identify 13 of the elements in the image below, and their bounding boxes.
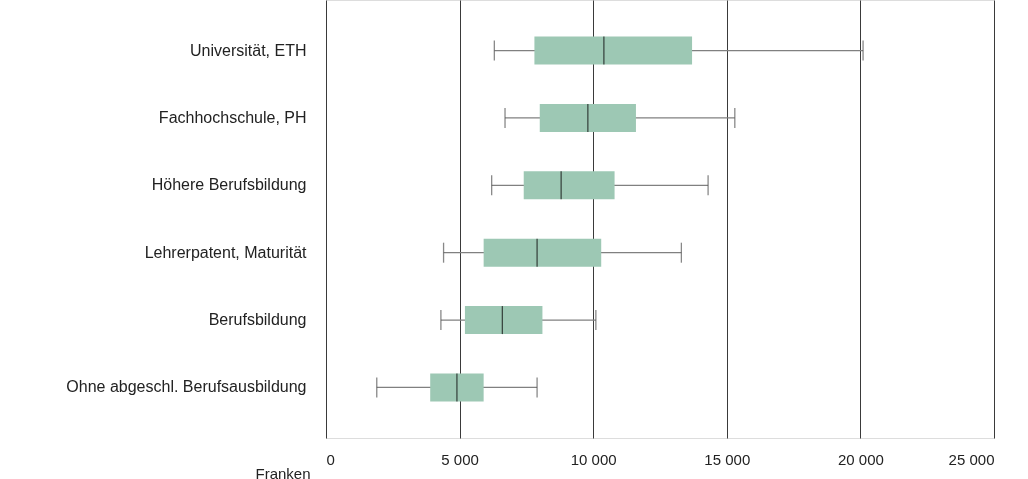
y-tick-label: Lehrerpatent, Maturität <box>144 243 308 261</box>
x-axis-title: Franken <box>255 464 311 479</box>
y-tick-label: Fachhochschule, PH <box>158 108 307 126</box>
x-tick-label: 0 <box>326 450 335 468</box>
x-tick-label: 20 000 <box>837 450 884 468</box>
x-tick-label: 15 000 <box>704 450 751 468</box>
x-tick-label: 5 000 <box>441 450 479 468</box>
y-tick-label: Universität, ETH <box>190 41 307 59</box>
x-tick-label: 25 000 <box>948 450 995 468</box>
y-tick-label: Höhere Berufsbildung <box>151 176 307 194</box>
y-tick-label: Ohne abgeschl. Berufsausbildung <box>66 378 307 396</box>
y-tick-label: Berufsbildung <box>208 311 307 329</box>
x-tick-label: 10 000 <box>570 450 617 468</box>
